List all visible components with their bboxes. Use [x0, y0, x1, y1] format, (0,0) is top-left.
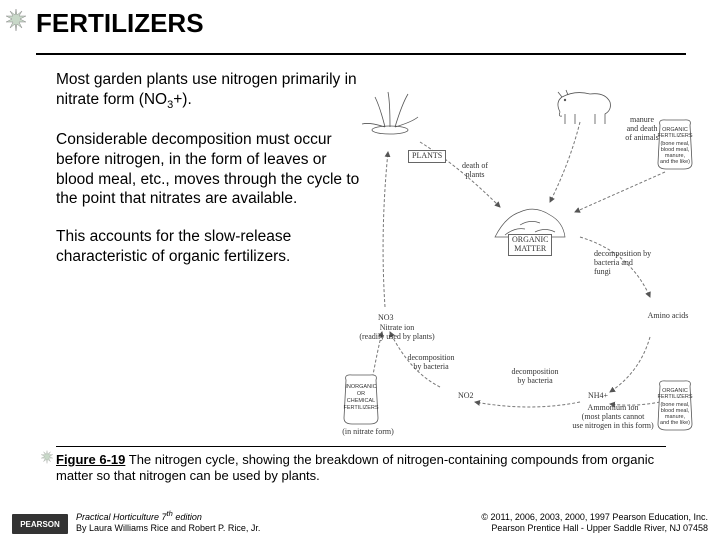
- plants-box: PLANTS: [408, 150, 446, 163]
- nitrogen-cycle-diagram: PLANTS ORGANIC MATTER manure and death o…: [340, 72, 710, 442]
- svg-text:and the like): and the like): [660, 420, 690, 426]
- nh4-note: Ammonium ion (most plants cannot use nit…: [558, 404, 668, 430]
- svg-text:CHEMICAL: CHEMICAL: [347, 398, 375, 404]
- no3-label: NO3: [378, 314, 394, 323]
- star-icon: [4, 8, 28, 32]
- nh4-label: NH4+: [588, 392, 608, 401]
- no3-note: Nitrate ion (readily used by plants): [342, 324, 452, 342]
- page-title: FERTILIZERS: [36, 8, 204, 39]
- svg-text:and the like): and the like): [660, 159, 690, 165]
- body-text: Most garden plants use nitrogen primaril…: [56, 70, 360, 285]
- no2-label: NO2: [458, 392, 474, 401]
- credit-right: © 2011, 2006, 2003, 2000, 1997 Pearson E…: [481, 512, 708, 534]
- svg-text:OR: OR: [357, 391, 365, 397]
- credit-left: Practical Horticulture 7th edition By La…: [76, 509, 260, 534]
- decomp-bact-fungi: decomposition by bacteria and fungi: [594, 250, 674, 276]
- paragraph-3: This accounts for the slow-release chara…: [56, 227, 360, 267]
- copyright-line: © 2011, 2006, 2003, 2000, 1997 Pearson E…: [481, 512, 708, 522]
- title-underline: [36, 53, 686, 55]
- book-title: Practical Horticulture 7: [76, 512, 167, 522]
- inorg-note: (in nitrate form): [338, 428, 398, 437]
- p1-tail: +).: [173, 91, 192, 108]
- figure-caption-text: The nitrogen cycle, showing the breakdow…: [56, 452, 654, 483]
- figure-label: Figure 6-19: [56, 452, 125, 467]
- pearson-logo: PEARSON: [12, 514, 68, 534]
- organic-bag-top: ORGANIC FERTILIZERS (bone meal, blood me…: [654, 117, 696, 171]
- decomp-bact-2: decomposition by bacteria: [500, 368, 570, 386]
- authors: By Laura Williams Rice and Robert P. Ric…: [76, 523, 260, 533]
- figure-star-icon: [40, 450, 54, 464]
- paragraph-2: Considerable decomposition must occur be…: [56, 130, 360, 209]
- amino-acids-label: Amino acids: [638, 312, 698, 321]
- organic-matter-box: ORGANIC MATTER: [508, 234, 552, 256]
- organic-bag-bottom: ORGANIC FERTILIZERS (bone meal, blood me…: [654, 378, 696, 432]
- edition-word: edition: [173, 512, 202, 522]
- publisher-line: Pearson Prentice Hall - Upper Saddle Riv…: [491, 523, 708, 533]
- footer: PEARSON Practical Horticulture 7th editi…: [0, 504, 720, 540]
- svg-text:FERTILIZERS: FERTILIZERS: [657, 394, 692, 400]
- inorganic-bag: INORGANIC OR CHEMICAL FERTILIZERS: [340, 372, 382, 426]
- death-plants-label: death of plants: [450, 162, 500, 180]
- figure-caption-rule: [56, 446, 666, 447]
- svg-text:INORGANIC: INORGANIC: [345, 384, 376, 390]
- decomp-bact-1: decomposition by bacteria: [396, 354, 466, 372]
- svg-text:FERTILIZERS: FERTILIZERS: [657, 133, 692, 139]
- svg-text:FERTILIZERS: FERTILIZERS: [343, 405, 378, 411]
- paragraph-1: Most garden plants use nitrogen primaril…: [56, 70, 360, 112]
- figure-caption: Figure 6-19 The nitrogen cycle, showing …: [56, 452, 666, 485]
- p1-text: Most garden plants use nitrogen primaril…: [56, 71, 357, 108]
